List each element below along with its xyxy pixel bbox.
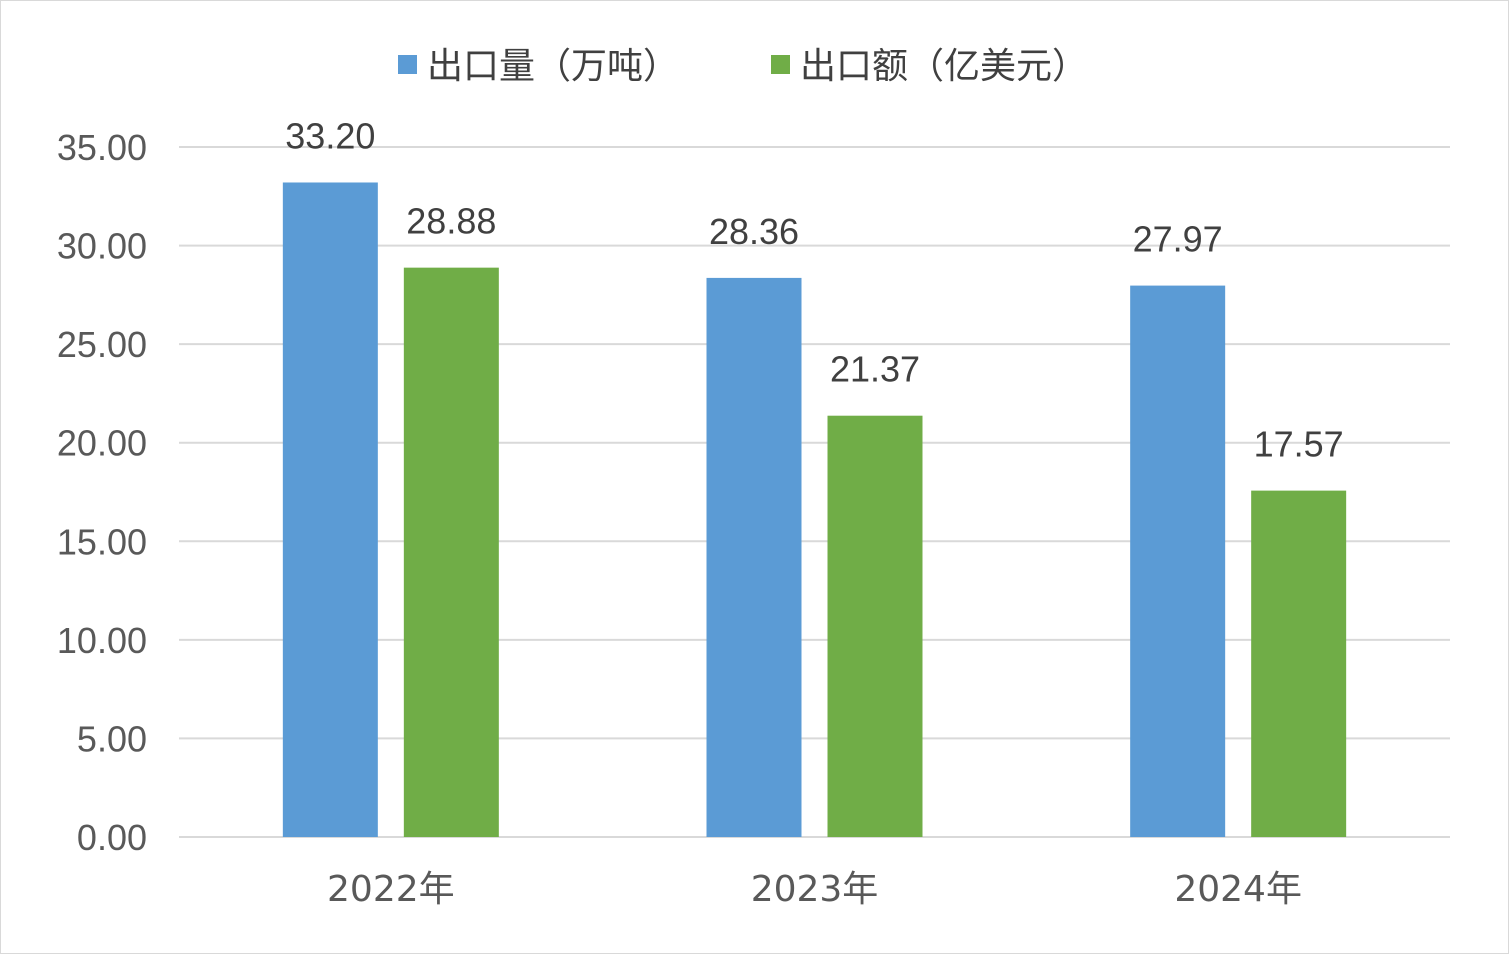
bars <box>282 182 1347 838</box>
gridlines <box>179 146 1450 838</box>
x-category-label: 2024年 <box>1174 869 1302 910</box>
y-tick-label: 25.00 <box>57 324 147 365</box>
y-axis-tick-labels: 0.00 5.00 10.00 15.00 20.00 25.00 30.00 35.00 <box>57 127 147 858</box>
data-label: 33.20 <box>285 115 375 156</box>
bar-export-volume-1 <box>706 277 802 838</box>
y-tick-label: 15.00 <box>57 521 147 562</box>
data-labels: 33.20 28.88 28.36 21.37 27.97 17.57 <box>285 115 1343 464</box>
x-category-label: 2023年 <box>751 869 879 910</box>
bar-export-value-1 <box>827 415 923 837</box>
legend-label: 出口量（万吨） <box>427 46 679 87</box>
bar-export-value-0 <box>403 267 499 837</box>
bar-export-volume-0 <box>282 182 378 837</box>
y-tick-label: 10.00 <box>57 620 147 661</box>
y-tick-label: 30.00 <box>57 226 147 267</box>
legend-item-export-volume[interactable]: 出口量（万吨） <box>398 46 679 87</box>
legend-swatch <box>398 55 417 74</box>
x-category-label: 2022年 <box>327 869 455 910</box>
legend[interactable]: 出口量（万吨） 出口额（亿美元） <box>398 46 1088 87</box>
data-label: 17.57 <box>1254 424 1344 465</box>
y-tick-label: 5.00 <box>77 718 147 759</box>
legend-swatch <box>771 55 790 74</box>
y-tick-label: 0.00 <box>77 817 147 858</box>
legend-item-export-value[interactable]: 出口额（亿美元） <box>771 46 1088 87</box>
x-axis-category-labels: 2022年 2023年 2024年 <box>327 869 1302 910</box>
bar-export-value-2 <box>1251 490 1347 837</box>
y-tick-label: 20.00 <box>57 423 147 464</box>
y-tick-label: 35.00 <box>57 127 147 168</box>
data-label: 27.97 <box>1133 219 1223 260</box>
data-label: 28.88 <box>406 201 496 242</box>
legend-label: 出口额（亿美元） <box>800 46 1088 87</box>
data-label: 28.36 <box>709 211 799 252</box>
bar-export-volume-2 <box>1130 285 1226 837</box>
data-label: 21.37 <box>830 349 920 390</box>
